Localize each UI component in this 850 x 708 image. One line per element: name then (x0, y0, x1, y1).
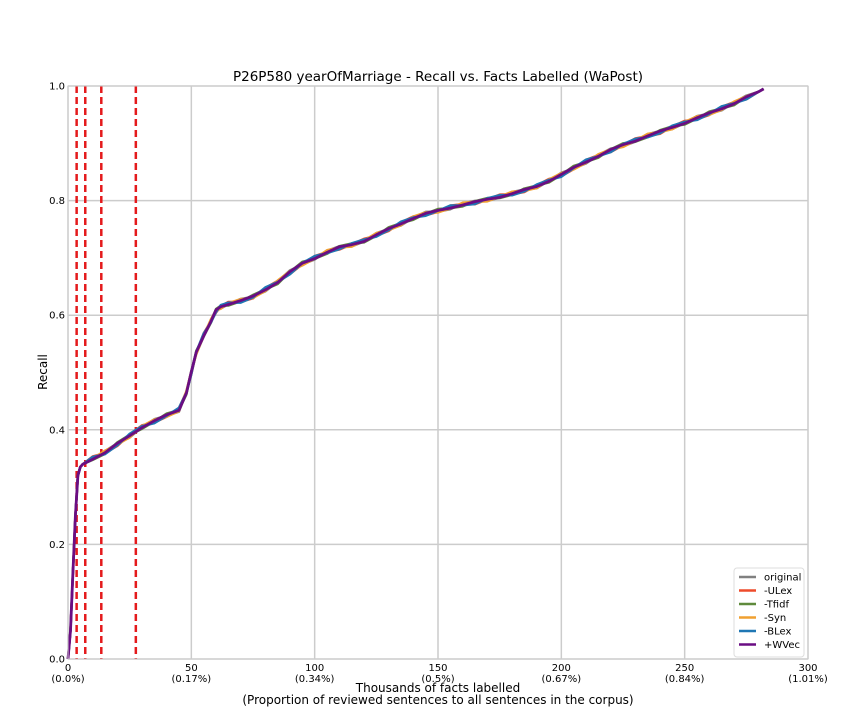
series-line-tfidf (66, 87, 765, 660)
x-tick-sublabel: (0.5%) (421, 674, 454, 685)
y-tick-label: 0.8 (49, 196, 65, 207)
grid (67, 85, 809, 660)
x-tick-label: 0 (65, 663, 71, 674)
red-dashed-lines (75, 86, 138, 659)
legend-label: original (764, 573, 801, 584)
legend-label: -BLex (764, 627, 791, 638)
y-tick-label: 1.0 (49, 82, 65, 93)
x-tick-label: 100 (305, 663, 324, 674)
x-tick-label: 300 (798, 663, 817, 674)
x-tick-label: 150 (428, 663, 447, 674)
x-tick-sublabel: (0.17%) (172, 674, 212, 685)
x-tick-label: 250 (675, 663, 694, 674)
y-tick-label: 0.4 (49, 425, 65, 436)
legend: original -ULex -Tfidf -Syn -BLex +WVec (733, 567, 805, 658)
y-tick-label: 0.0 (49, 655, 65, 666)
legend-label: -Syn (764, 613, 786, 624)
y-axis-title: Recall (36, 354, 50, 390)
y-tick-label: 0.6 (49, 311, 65, 322)
series-line-original (66, 87, 765, 660)
legend-label: +WVec (764, 640, 800, 651)
x-tick-label: 200 (552, 663, 571, 674)
x-tick-sublabel: (0.67%) (542, 674, 582, 685)
x-tick-label: 50 (185, 663, 198, 674)
x-axis-title: Thousands of facts labelled (355, 681, 520, 695)
legend-label: -ULex (764, 586, 792, 597)
x-tick-sublabel: (1.01%) (788, 674, 828, 685)
series-line-blex (66, 87, 765, 660)
series-line-syn (66, 87, 765, 660)
x-tick-sublabel: (0.84%) (665, 674, 705, 685)
x-tick-sublabel: (0.0%) (51, 674, 84, 685)
tick-labels: 0(0.0%)50(0.17%)100(0.34%)150(0.5%)200(0… (49, 82, 828, 686)
legend-label: -Tfidf (764, 600, 789, 611)
y-tick-label: 0.2 (49, 540, 65, 551)
series-line-ulex (66, 87, 765, 660)
x-axis-subtitle: (Proportion of reviewed sentences to all… (242, 693, 633, 707)
plot-frame (67, 85, 809, 660)
series-lines (66, 87, 765, 660)
chart-title: P26P580 yearOfMarriage - Recall vs. Fact… (233, 69, 643, 85)
series-line-wvec (66, 87, 765, 660)
x-tick-sublabel: (0.34%) (295, 674, 335, 685)
